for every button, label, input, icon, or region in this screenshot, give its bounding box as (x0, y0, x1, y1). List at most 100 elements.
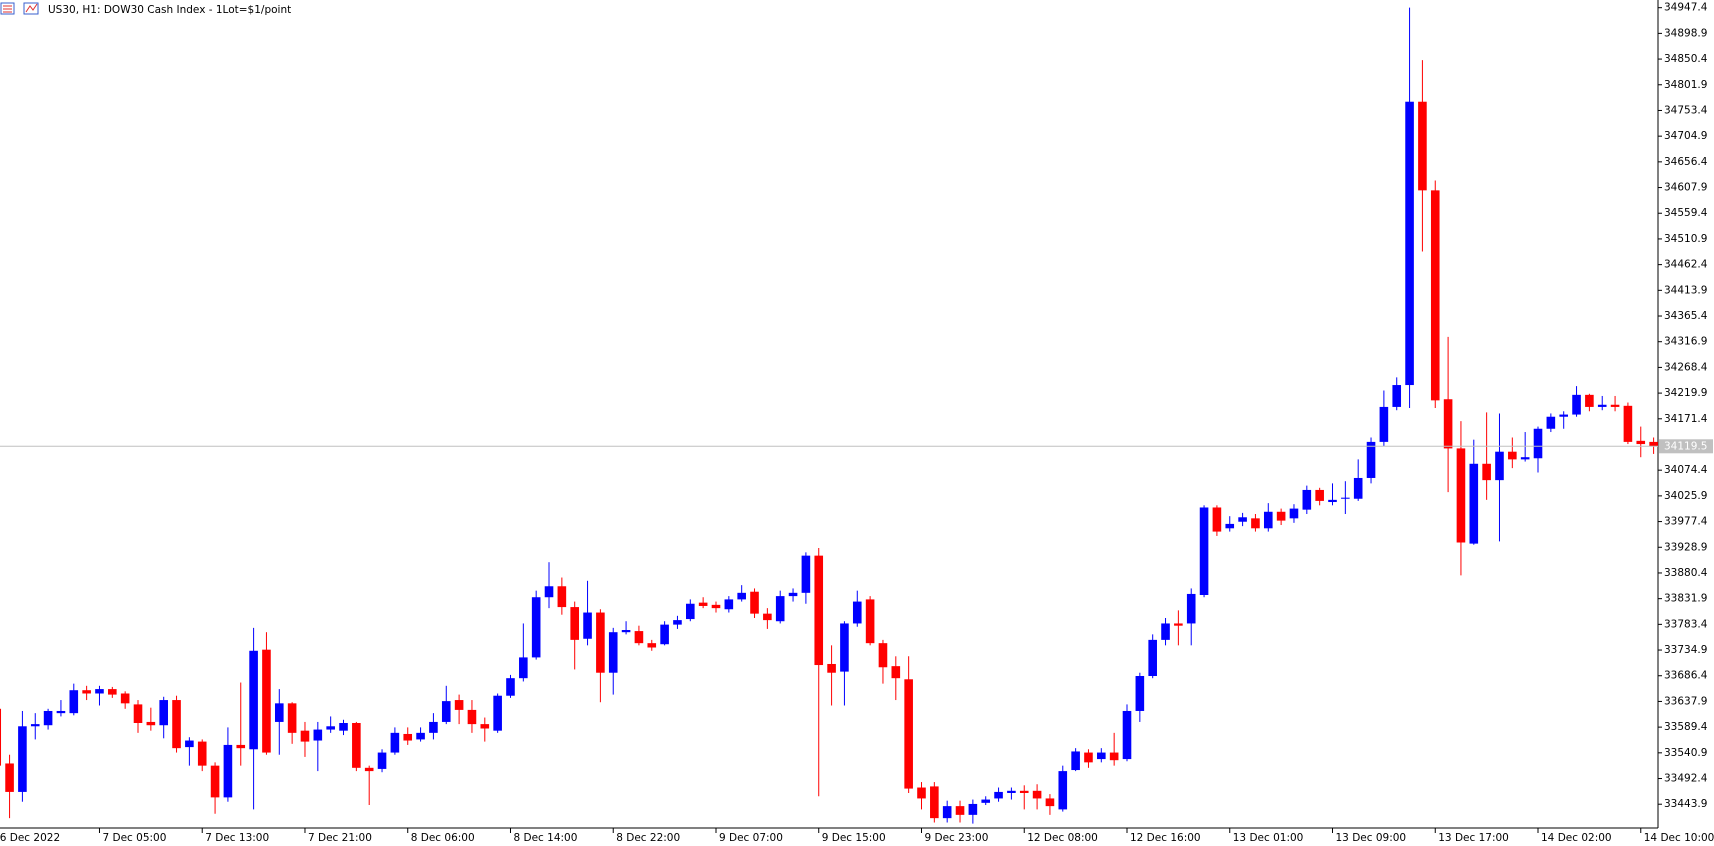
candle-body (493, 695, 502, 731)
candle-body (698, 602, 708, 606)
candle-body (416, 732, 425, 740)
y-tick-label: 34801.9 (1664, 79, 1707, 91)
candle-body (1161, 623, 1170, 640)
y-tick-label: 33492.4 (1664, 773, 1708, 785)
x-tick-label: 7 Dec 21:00 (308, 832, 372, 844)
y-tick-label: 34413.9 (1664, 284, 1707, 296)
candle-body (1135, 676, 1145, 711)
x-tick-label: 8 Dec 14:00 (513, 832, 577, 844)
candle-body (1469, 463, 1479, 544)
x-tick-label: 14 Dec 02:00 (1541, 832, 1612, 844)
candle-body (814, 555, 824, 666)
y-tick-label: 34850.4 (1664, 53, 1708, 65)
candle-body (1405, 101, 1414, 386)
y-tick-label: 33831.9 (1664, 593, 1707, 605)
candle-body (467, 709, 477, 725)
candle-body (570, 607, 580, 640)
candle-body (750, 591, 759, 614)
candle-body (133, 704, 143, 723)
candle-body (1533, 428, 1543, 459)
candle-body (185, 740, 194, 748)
y-tick-label: 33783.4 (1664, 618, 1708, 630)
candle-body (647, 643, 657, 648)
candle-body (403, 733, 413, 741)
candle-body (1122, 710, 1132, 760)
candle-body (917, 787, 926, 799)
y-tick-label: 34559.4 (1664, 207, 1708, 219)
candle-body (1572, 394, 1581, 415)
candle-body (1263, 511, 1273, 529)
y-tick-label: 34947.4 (1664, 2, 1708, 14)
candle-body (18, 726, 27, 792)
candle-body (763, 613, 772, 621)
candle-body (30, 724, 40, 727)
candle-body (249, 650, 258, 750)
y-tick-label: 33637.9 (1664, 695, 1707, 707)
y-tick-label: 34753.4 (1664, 104, 1708, 116)
candle-body (1546, 416, 1556, 429)
candle-body (1045, 798, 1055, 807)
candle-body (223, 744, 233, 798)
candle-body (942, 806, 952, 819)
x-tick-label: 13 Dec 17:00 (1438, 832, 1509, 844)
candle-body (673, 620, 682, 625)
candle-body (287, 703, 297, 733)
candle-body (454, 700, 464, 710)
x-tick-label: 7 Dec 13:00 (205, 832, 269, 844)
candle-body (557, 586, 567, 608)
candle-body (172, 700, 181, 749)
candle-body (801, 555, 811, 593)
candle-body (1623, 405, 1633, 442)
x-tick-label: 13 Dec 01:00 (1233, 832, 1304, 844)
candle-body (1366, 441, 1376, 478)
candle-body (146, 721, 156, 726)
candle-body (1482, 463, 1491, 481)
candle-body (1328, 499, 1337, 503)
y-tick-label: 33540.9 (1664, 747, 1707, 759)
candle-body (891, 666, 901, 679)
x-tick-label: 12 Dec 08:00 (1027, 832, 1098, 844)
candle-body (1341, 497, 1350, 499)
candle-body (1302, 489, 1312, 510)
candle-body (1418, 101, 1427, 191)
candle-body (210, 765, 220, 798)
candle-body (827, 663, 836, 673)
y-tick-label: 34607.9 (1664, 182, 1707, 194)
y-tick-label: 33928.9 (1664, 541, 1707, 553)
y-tick-label: 33734.9 (1664, 644, 1707, 656)
candle-body (1148, 639, 1157, 677)
y-tick-label: 34219.9 (1664, 387, 1707, 399)
candle-body (1315, 489, 1324, 501)
candle-body (1289, 508, 1299, 519)
y-tick-label: 34171.4 (1664, 413, 1708, 425)
candle-body (1508, 451, 1517, 460)
candle-body (1636, 440, 1646, 445)
candle-body (1032, 790, 1042, 799)
candle-body (634, 631, 644, 644)
x-tick-label: 9 Dec 23:00 (924, 832, 988, 844)
candle-body (840, 623, 849, 672)
candle-body (686, 603, 695, 620)
candle-body (197, 741, 207, 766)
header-icons (0, 2, 39, 15)
candle-body (1392, 385, 1402, 407)
y-tick-label: 33686.4 (1664, 670, 1708, 682)
candle-body (69, 690, 79, 714)
candle-body (364, 767, 374, 772)
candle-body (1007, 790, 1016, 793)
candle-body (82, 690, 91, 694)
candle-body (1430, 190, 1440, 401)
y-tick-label: 34462.4 (1664, 259, 1708, 271)
candle-body (95, 689, 104, 694)
candle-body (313, 729, 323, 741)
candle-body (904, 679, 913, 789)
y-tick-label: 34316.9 (1664, 336, 1707, 348)
candle-body (236, 744, 246, 749)
candle-body (621, 630, 631, 633)
candle-body (981, 799, 991, 803)
candle-body (519, 657, 528, 679)
candle-body (1456, 448, 1466, 543)
candle-body (274, 703, 284, 722)
candle-body (480, 724, 490, 729)
